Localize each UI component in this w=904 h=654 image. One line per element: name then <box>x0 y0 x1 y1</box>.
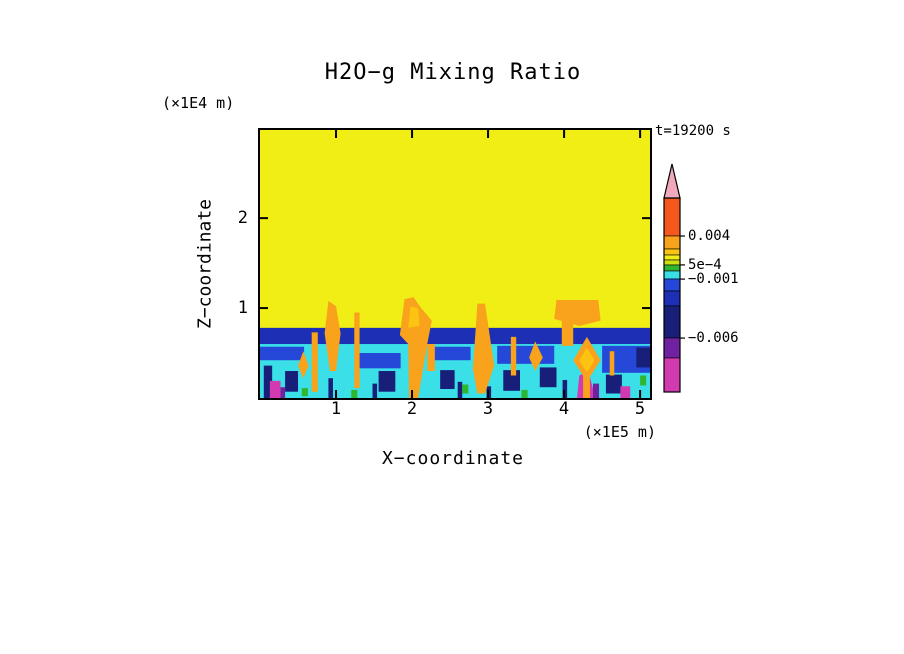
x-axis-unit-label: (×1E5 m) <box>583 423 656 441</box>
time-annotation: t=19200 s <box>655 123 731 139</box>
y-axis-label: Z−coordinate <box>194 198 216 330</box>
x-tick-label-1: 1 <box>330 399 342 419</box>
colorbar-svg <box>663 163 685 393</box>
plot-title: H2O−g Mixing Ratio <box>324 60 582 85</box>
plot-area <box>258 128 652 400</box>
colorbar <box>660 162 690 402</box>
y-axis-unit-label: (×1E4 m) <box>162 94 235 112</box>
y-tick-label-1: 1 <box>237 298 248 318</box>
x-tick-label-3: 3 <box>482 399 494 419</box>
colorbar-label-5e-4: 5e−4 <box>688 256 722 273</box>
colorbar-label-0004: 0.004 <box>688 228 731 245</box>
colorbar-label-neg0001: −0.001 <box>688 271 739 288</box>
heatmap-field <box>260 130 650 398</box>
colorbar-label-neg0006: −0.006 <box>688 330 739 347</box>
x-tick-label-2: 2 <box>406 399 418 419</box>
x-tick-label-4: 4 <box>558 399 570 419</box>
y-tick-label-2: 2 <box>237 208 248 228</box>
x-tick-label-5: 5 <box>634 399 646 419</box>
x-axis-label: X−coordinate <box>381 448 525 469</box>
